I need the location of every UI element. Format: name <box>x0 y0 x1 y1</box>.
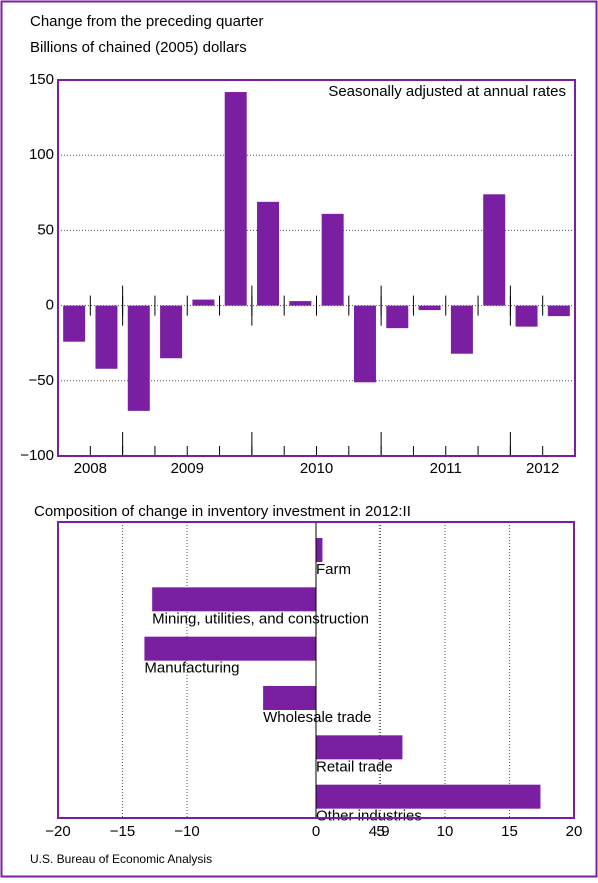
bar <box>483 194 506 306</box>
plot-frame <box>57 521 575 819</box>
category-label: Other industries <box>316 808 422 825</box>
bar <box>316 538 323 562</box>
category-label: Wholesale trade <box>263 709 371 726</box>
bar <box>450 305 473 354</box>
y-tick-label: 50 <box>37 221 54 238</box>
chart-subtitle: Billions of chained (2005) dollars <box>30 39 247 56</box>
y-tick-label: 0 <box>46 297 54 314</box>
y-tick-label: −50 <box>29 372 54 389</box>
bar <box>547 305 570 317</box>
bar <box>257 201 280 306</box>
x-tick-label: 5 <box>376 823 384 840</box>
x-tick-label: 2009 <box>171 460 204 477</box>
chart-title: Change from the preceding quarter <box>30 13 263 30</box>
bar <box>192 299 215 306</box>
chart-title: Composition of change in inventory inves… <box>34 503 411 520</box>
source: U.S. Bureau of Economic Analysis <box>30 852 212 866</box>
bar <box>515 305 538 327</box>
x-tick-label: 10 <box>437 823 454 840</box>
bar <box>144 636 316 661</box>
bar <box>224 92 247 306</box>
bar <box>353 305 376 383</box>
bar <box>63 305 86 342</box>
x-tick-label: −15 <box>110 823 135 840</box>
bar <box>321 213 344 306</box>
x-tick-label: 2010 <box>300 460 333 477</box>
bar <box>289 301 312 306</box>
bar <box>316 735 403 760</box>
x-tick-label: 0 <box>312 823 320 840</box>
x-tick-label: 2011 <box>430 460 462 477</box>
category-label: Retail trade <box>316 758 393 775</box>
x-tick-label: 2012 <box>526 460 559 477</box>
bar <box>263 686 316 710</box>
bar <box>316 784 541 809</box>
bar <box>95 305 118 369</box>
bar <box>418 305 441 311</box>
annotation: Seasonally adjusted at annual rates <box>328 83 566 100</box>
category-label: Manufacturing <box>144 660 239 677</box>
bar <box>160 305 183 359</box>
category-label: Farm <box>316 561 351 578</box>
x-tick-label: −20 <box>45 823 70 840</box>
x-tick-label: 20 <box>566 823 583 840</box>
x-tick-label: 2008 <box>74 460 107 477</box>
y-tick-label: 100 <box>29 146 54 163</box>
y-tick-label: −100 <box>20 447 54 464</box>
y-tick-label: 150 <box>29 71 54 88</box>
bar <box>127 305 150 411</box>
bar <box>386 305 409 329</box>
x-tick-label: 4.9 <box>369 823 390 840</box>
x-tick-label: 15 <box>501 823 518 840</box>
x-tick-label: −10 <box>174 823 199 840</box>
plot-frame <box>57 79 576 457</box>
bar <box>152 587 316 612</box>
category-label: Mining, utilities, and construction <box>152 610 369 627</box>
